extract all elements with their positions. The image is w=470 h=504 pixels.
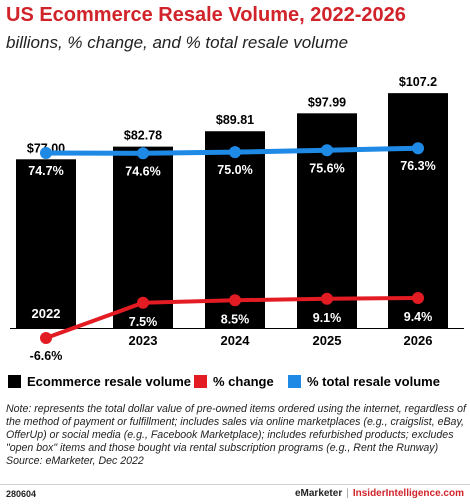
- point-percent-total-2026: [412, 142, 424, 155]
- bar-value-label-2023: $82.78: [124, 129, 162, 143]
- bar-value-label-2026: $107.2: [399, 75, 437, 89]
- point-percent-change-2024: [229, 294, 241, 307]
- point-percent-change-2025: [321, 292, 333, 305]
- bar-2022: [16, 159, 76, 328]
- point-percent-change-2023: [137, 296, 149, 309]
- x-tick-label-2022: 2022: [32, 306, 61, 321]
- x-tick-label-2025: 2025: [313, 333, 342, 348]
- footer-brand: eMarketer | InsiderIntelligence.com: [295, 488, 464, 499]
- label-percent-change-2022: -6.6%: [30, 349, 63, 363]
- bar-2026: [388, 93, 448, 328]
- point-percent-total-2022: [40, 147, 52, 159]
- x-tick-label-2026: 2026: [404, 333, 433, 348]
- label-percent-change-2024: 8.5%: [221, 312, 250, 326]
- chart-id: 280604: [6, 489, 37, 499]
- legend-item-percent-change: % change: [194, 374, 274, 389]
- label-percent-total-2023: 74.6%: [125, 164, 160, 178]
- legend-swatch-resale-volume: [8, 375, 21, 388]
- legend-swatch-percent-total: [288, 375, 301, 388]
- legend-swatch-percent-change: [194, 375, 207, 388]
- resale-chart: $77.00$82.78$89.81$97.99$107.22022202320…: [10, 75, 464, 363]
- label-percent-total-2026: 76.3%: [400, 159, 435, 173]
- point-percent-change-2022: [40, 332, 52, 344]
- chart-title: US Ecommerce Resale Volume, 2022-2026: [6, 4, 406, 26]
- label-percent-total-2025: 75.6%: [309, 161, 344, 175]
- label-percent-change-2025: 9.1%: [313, 311, 342, 325]
- legend-item-percent-total: % total resale volume: [288, 374, 440, 389]
- note-text: Note: represents the total dollar value …: [6, 403, 466, 454]
- x-tick-label-2024: 2024: [221, 333, 251, 348]
- legend-label-percent-change: % change: [213, 374, 274, 389]
- source-text: Source: eMarketer, Dec 2022: [6, 455, 144, 467]
- label-percent-total-2022: 74.7%: [28, 164, 63, 178]
- brand-emarketer: eMarketer: [294, 488, 343, 499]
- bar-value-label-2024: $89.81: [216, 113, 254, 127]
- brand-insider-intelligence: InsiderIntelligence.com: [352, 488, 464, 499]
- label-percent-total-2024: 75.0%: [217, 163, 252, 177]
- point-percent-total-2025: [321, 144, 333, 157]
- label-percent-change-2026: 9.4%: [404, 310, 433, 324]
- legend-label-resale-volume: Ecommerce resale volume: [27, 374, 192, 389]
- x-tick-label-2023: 2023: [129, 333, 158, 348]
- legend-item-resale-volume: Ecommerce resale volume: [8, 374, 191, 389]
- brand-separator: |: [346, 488, 349, 499]
- footer-divider: [0, 484, 470, 485]
- chart-subtitle: billions, % change, and % total resale v…: [6, 33, 349, 52]
- legend-label-percent-total: % total resale volume: [307, 374, 440, 389]
- chart-note: Note: represents the total dollar value …: [6, 403, 466, 468]
- point-percent-change-2026: [412, 292, 424, 304]
- label-percent-change-2023: 7.5%: [129, 315, 158, 329]
- bar-value-label-2025: $97.99: [308, 95, 346, 109]
- point-percent-total-2024: [229, 146, 241, 159]
- chart-legend: Ecommerce resale volume % change % total…: [8, 374, 468, 396]
- point-percent-total-2023: [137, 147, 149, 160]
